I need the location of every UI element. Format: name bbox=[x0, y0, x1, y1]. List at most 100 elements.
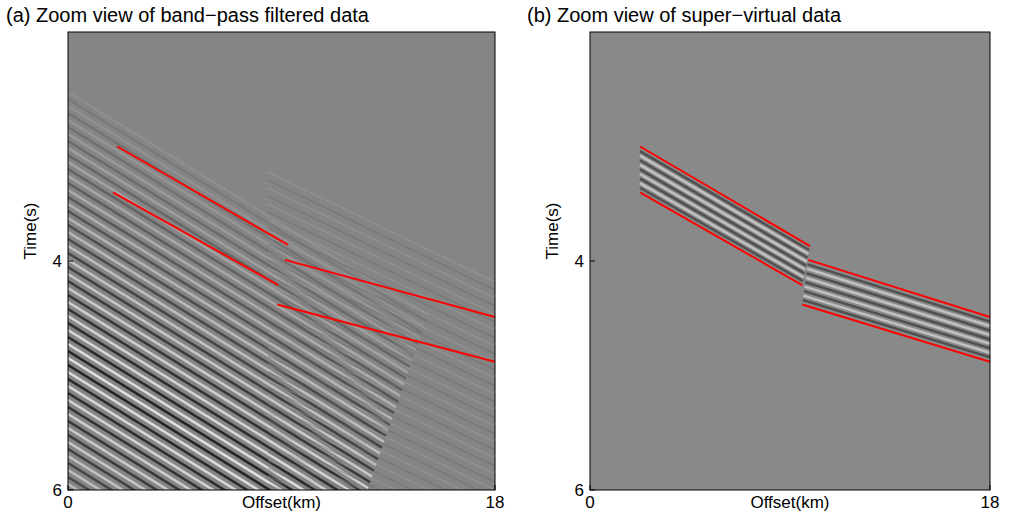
texture-stripe bbox=[640, 179, 805, 274]
texture-stripe bbox=[68, 407, 338, 490]
seismic-texture bbox=[68, 92, 495, 490]
texture-stripe bbox=[268, 436, 495, 490]
panel: 0 18 4 6 Offset(km) Time(s) (b) Zoom view of s… bbox=[527, 4, 999, 512]
texture-stripe bbox=[268, 220, 495, 330]
texture-stripe bbox=[268, 468, 495, 490]
red-line bbox=[640, 147, 810, 247]
texture-stripe bbox=[640, 156, 808, 254]
texture-stripe bbox=[268, 236, 495, 346]
texture-stripe bbox=[68, 190, 400, 396]
texture-stripe bbox=[805, 287, 990, 344]
frame bbox=[68, 32, 495, 490]
texture-stripe bbox=[640, 174, 805, 269]
texture-stripe bbox=[640, 183, 804, 277]
red-line bbox=[802, 305, 990, 362]
texture-stripe bbox=[268, 372, 495, 482]
x-axis-title: Offset(km) bbox=[750, 493, 829, 512]
texture-stripe bbox=[68, 442, 328, 490]
frame bbox=[590, 32, 990, 490]
texture-stripe bbox=[268, 356, 495, 466]
texture-stripe bbox=[268, 252, 495, 362]
x-tick-label: 18 bbox=[486, 493, 505, 512]
texture-stripe bbox=[268, 204, 495, 314]
texture-stripe bbox=[268, 460, 495, 490]
texture-stripe bbox=[268, 476, 495, 490]
x-tick bbox=[990, 485, 991, 490]
texture-stripe bbox=[806, 278, 990, 335]
x-tick-label: 18 bbox=[981, 493, 1000, 512]
red-line bbox=[117, 147, 288, 245]
red-line bbox=[113, 192, 278, 285]
texture-stripe bbox=[640, 188, 803, 281]
texture-stripe bbox=[268, 308, 495, 418]
texture-stripe bbox=[640, 169, 806, 265]
x-tick bbox=[590, 485, 591, 490]
texture-stripe bbox=[268, 484, 495, 490]
series-group bbox=[113, 147, 495, 362]
texture-stripe bbox=[268, 380, 495, 490]
texture-stripe bbox=[68, 330, 360, 490]
texture-stripe bbox=[268, 412, 495, 490]
texture-stripe bbox=[68, 470, 320, 490]
y-tick-label: 6 bbox=[53, 481, 62, 500]
red-line bbox=[285, 260, 495, 317]
y-tick bbox=[590, 490, 595, 491]
texture-stripe bbox=[268, 180, 495, 290]
texture-stripe bbox=[68, 141, 414, 356]
figure: 0 18 4 6 Offset(km) Time(s) (a) Zoom view of b… bbox=[0, 0, 1029, 514]
texture-stripe bbox=[268, 324, 495, 434]
y-axis-title: Time(s) bbox=[21, 203, 40, 260]
texture-stripe bbox=[268, 420, 495, 490]
y-axis-title: Time(s) bbox=[543, 203, 562, 260]
y-tick bbox=[68, 490, 73, 491]
texture-stripe bbox=[268, 276, 495, 386]
texture-stripe bbox=[268, 340, 495, 450]
y-tick-label: 4 bbox=[53, 252, 62, 271]
plot-background bbox=[590, 32, 990, 490]
texture-stripe bbox=[68, 295, 370, 482]
texture-stripe bbox=[268, 260, 495, 370]
texture-stripe bbox=[268, 444, 495, 490]
texture-stripe bbox=[806, 273, 990, 330]
x-tick-label: 0 bbox=[585, 493, 594, 512]
texture-stripe bbox=[268, 364, 495, 474]
x-tick bbox=[68, 485, 69, 490]
texture-stripe bbox=[68, 302, 368, 488]
y-tick-label: 6 bbox=[575, 481, 584, 500]
x-tick bbox=[495, 485, 496, 490]
y-tick bbox=[590, 261, 595, 262]
texture-stripe bbox=[268, 284, 495, 394]
texture-stripe bbox=[268, 348, 495, 458]
texture-stripe bbox=[268, 228, 495, 338]
plot-background bbox=[68, 32, 495, 490]
x-axis-title: Offset(km) bbox=[242, 493, 321, 512]
texture-stripe bbox=[803, 296, 990, 353]
texture-stripe bbox=[268, 212, 495, 322]
texture-stripe bbox=[805, 282, 990, 339]
texture-stripe bbox=[68, 260, 380, 453]
texture-stripe bbox=[268, 196, 495, 306]
texture-stripe bbox=[804, 291, 990, 348]
panel: 0 18 4 6 Offset(km) Time(s) (a) Zoom view of b… bbox=[6, 4, 504, 514]
texture-stripe bbox=[268, 428, 495, 490]
red-line bbox=[640, 192, 802, 285]
x-tick-label: 0 bbox=[63, 493, 72, 512]
texture-stripe bbox=[268, 332, 495, 442]
panel-title: (b) Zoom view of super−virtual data bbox=[527, 4, 842, 26]
red-line bbox=[277, 305, 495, 362]
texture-stripe bbox=[640, 160, 808, 258]
red-line bbox=[808, 260, 990, 317]
texture-stripe bbox=[268, 268, 495, 378]
series-group bbox=[640, 147, 990, 362]
seismic-texture bbox=[640, 151, 990, 357]
texture-stripe bbox=[68, 253, 382, 448]
y-tick bbox=[68, 261, 73, 262]
texture-stripe bbox=[268, 188, 495, 298]
texture-stripe bbox=[807, 269, 990, 326]
texture-stripe bbox=[68, 477, 318, 490]
texture-stripe bbox=[640, 165, 807, 262]
texture-stripe bbox=[268, 244, 495, 354]
y-tick-label: 4 bbox=[575, 252, 584, 271]
texture-stripe bbox=[268, 300, 495, 410]
panel-title: (a) Zoom view of band−pass filtered data bbox=[6, 4, 370, 26]
